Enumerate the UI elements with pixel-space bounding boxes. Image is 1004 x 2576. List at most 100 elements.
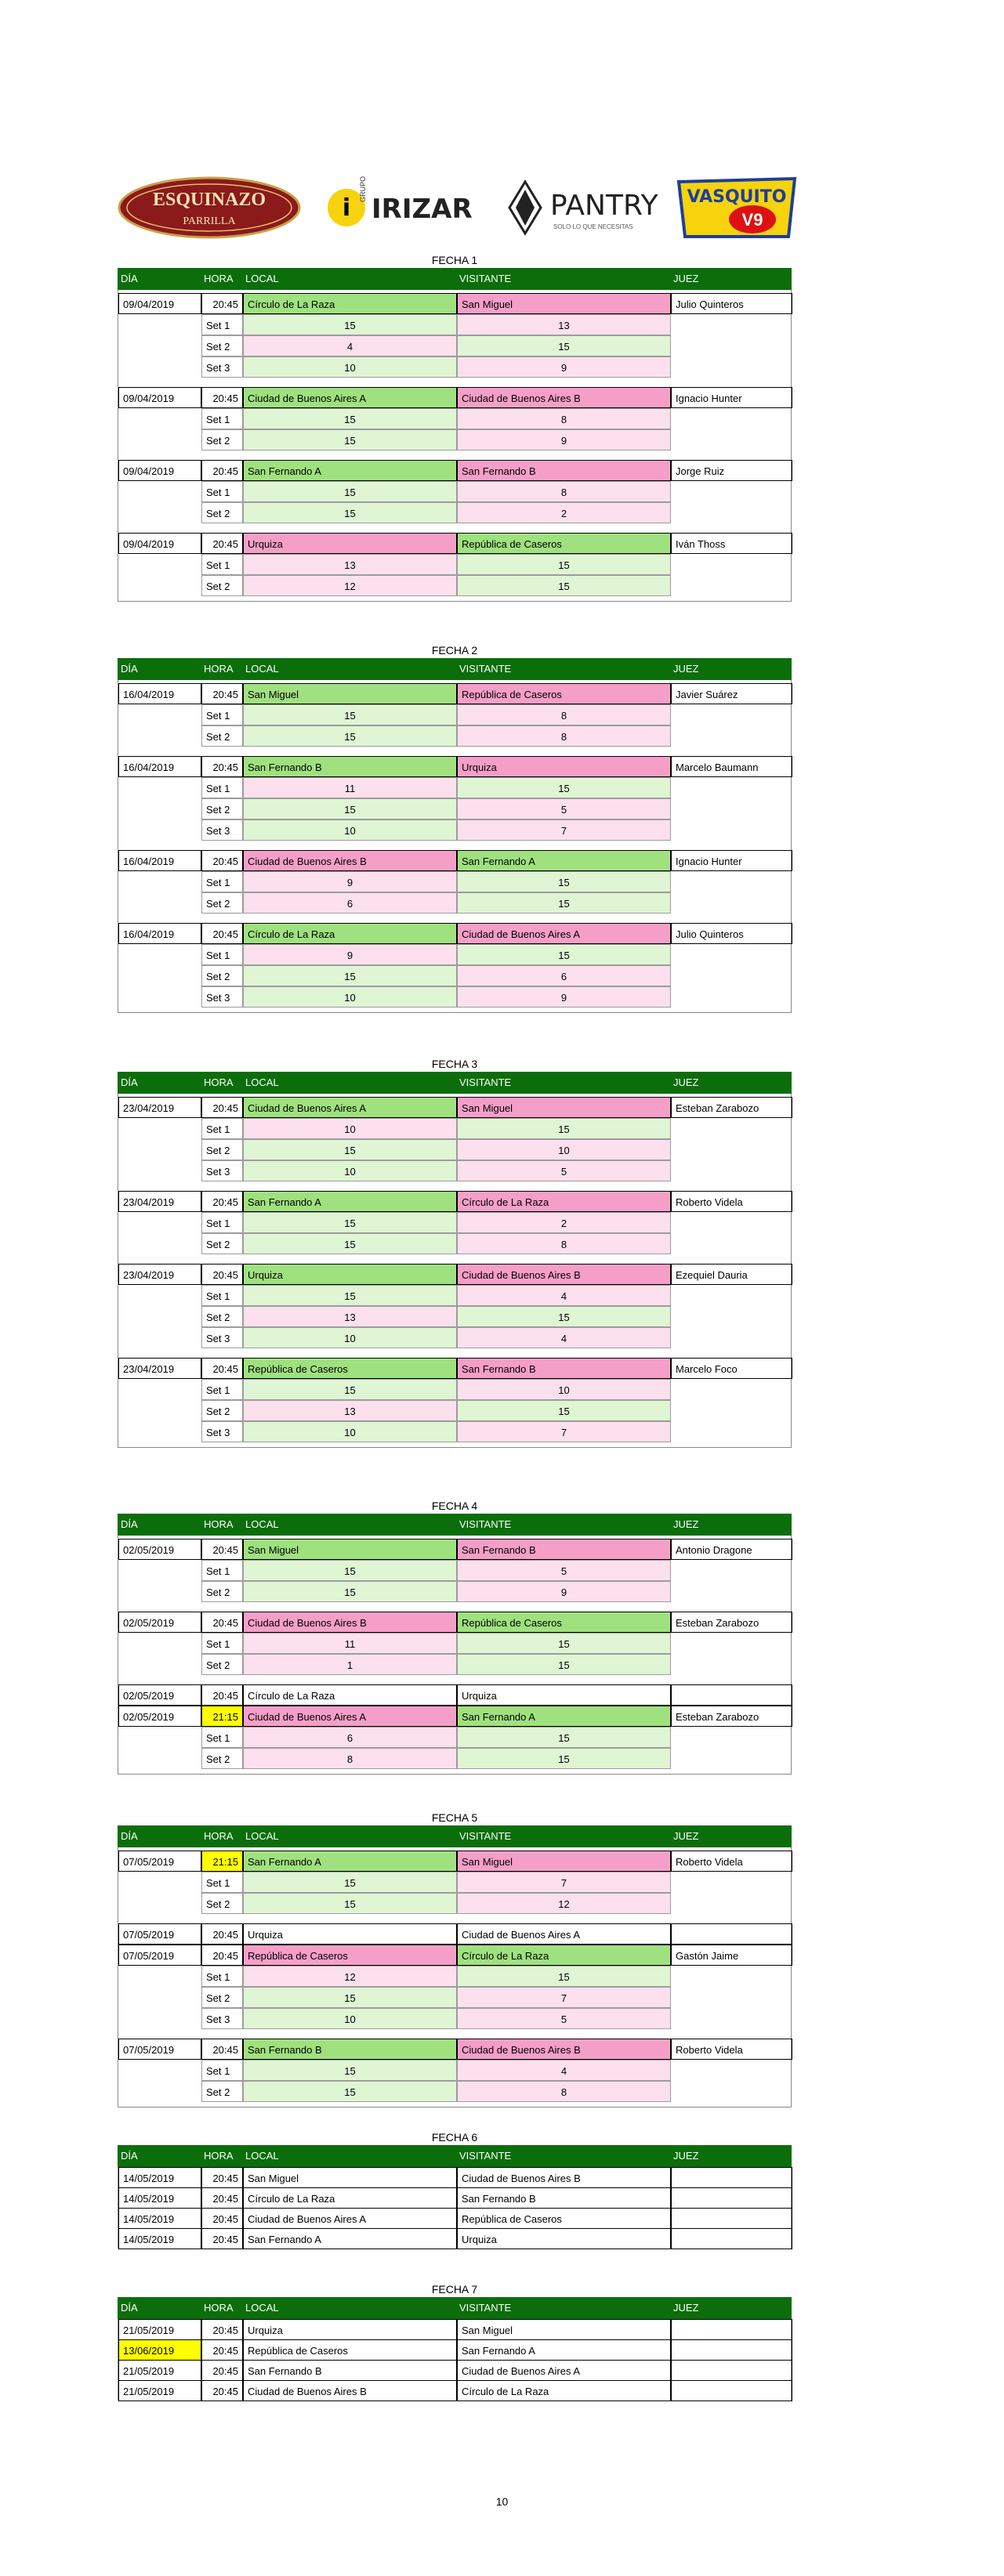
match-date: 21/05/2019 <box>118 2380 201 2401</box>
set-label: Set 1 <box>201 2060 243 2081</box>
fecha-title: FECHA 2 <box>431 644 478 657</box>
match-gap <box>118 1181 791 1191</box>
set-label: Set 1 <box>201 408 243 429</box>
team-local: Ciudad de Buenos Aires A <box>243 387 457 408</box>
set-score-visitante: 4 <box>457 1285 671 1306</box>
match-gap <box>118 523 791 533</box>
team-visitante: San Fernando B <box>457 460 671 481</box>
set-score-local: 15 <box>243 1872 457 1893</box>
set-row: Set 2 8 15 <box>118 1748 791 1769</box>
match-date: 02/05/2019 <box>118 1706 201 1727</box>
set-score-local: 10 <box>243 1160 457 1181</box>
match-time: 20:45 <box>201 1539 243 1560</box>
fecha-section: FECHA 3 DÍA HORA LOCAL VISITANTE JUEZ 23/04/20… <box>118 1056 792 1448</box>
set-label: Set 1 <box>201 871 243 892</box>
match-date: 13/06/2019 <box>118 2339 201 2361</box>
match-date: 09/04/2019 <box>118 460 201 481</box>
match-time: 20:45 <box>201 2039 243 2060</box>
set-score-visitante: 7 <box>457 1421 671 1442</box>
set-row: Set 1 15 10 <box>118 1379 791 1400</box>
svg-text:PANTRY: PANTRY <box>550 190 659 222</box>
header-visitante: VISITANTE <box>459 273 512 284</box>
match-row: 02/05/2019 20:45 Círculo de La Raza Urquiza <box>118 1684 792 1706</box>
fecha-title: FECHA 5 <box>431 1811 478 1824</box>
match-gap <box>118 1914 791 1923</box>
set-score-local: 15 <box>243 1233 457 1254</box>
referee: Marcelo Baumann <box>671 756 792 777</box>
team-local: Urquiza <box>243 2319 457 2340</box>
header-hora: HORA <box>204 1830 234 1842</box>
set-label: Set 2 <box>201 1893 243 1914</box>
set-row: Set 2 1 15 <box>118 1654 791 1675</box>
set-label: Set 2 <box>201 335 243 356</box>
set-score-visitante: 8 <box>457 1233 671 1254</box>
svg-text:VASQUITO: VASQUITO <box>687 187 787 207</box>
set-row: Set 3 10 5 <box>118 1160 791 1181</box>
team-visitante: Círculo de La Raza <box>457 1191 671 1212</box>
match-gap <box>118 747 791 756</box>
match-row: 09/04/2019 20:45 Urquiza República de Caser… <box>118 533 792 554</box>
team-visitante: Ciudad de Buenos Aires B <box>457 2167 671 2188</box>
set-score-local: 15 <box>243 2060 457 2081</box>
set-label: Set 2 <box>201 1400 243 1421</box>
match-date: 21/05/2019 <box>118 2319 201 2340</box>
set-row: Set 1 15 8 <box>118 408 791 429</box>
team-local: San Fernando B <box>243 2360 457 2381</box>
set-score-local: 15 <box>243 1139 457 1160</box>
team-visitante: San Miguel <box>457 1851 671 1872</box>
set-score-visitante: 15 <box>457 1306 671 1327</box>
referee: Ignacio Hunter <box>671 387 792 408</box>
referee: Roberto Videla <box>671 1191 792 1212</box>
fecha-section: FECHA 2 DÍA HORA LOCAL VISITANTE JUEZ 16/04/20… <box>118 642 792 1013</box>
irizar-logo: i GRUPO IRIZAR <box>328 176 473 226</box>
header-dia: DÍA <box>121 1518 138 1530</box>
fecha-title: FECHA 7 <box>431 2283 478 2296</box>
referee <box>671 2360 792 2381</box>
table-header: DÍA HORA LOCAL VISITANTE JUEZ <box>118 2297 792 2319</box>
table-bottom <box>118 1769 791 1775</box>
set-score-visitante: 15 <box>457 575 671 596</box>
set-label: Set 1 <box>201 554 243 575</box>
vasquito-logo: VASQUITO V9 <box>676 176 797 238</box>
header-hora: HORA <box>204 273 234 284</box>
set-score-local: 12 <box>243 575 457 596</box>
match-date: 09/04/2019 <box>118 293 201 314</box>
set-score-local: 15 <box>243 1560 457 1581</box>
match-gap <box>118 841 791 850</box>
match-date: 16/04/2019 <box>118 923 201 944</box>
set-row: Set 2 15 5 <box>118 798 791 819</box>
match-date: 02/05/2019 <box>118 1612 201 1633</box>
fecha-table: 09/04/2019 20:45 Círculo de La Raza San Mig… <box>118 290 792 602</box>
set-score-local: 11 <box>243 1633 457 1654</box>
match-row: 14/05/2019 20:45 Círculo de La Raza San Fer… <box>118 2187 792 2209</box>
set-score-visitante: 9 <box>457 356 671 378</box>
match-row: 09/04/2019 20:45 San Fernando A San Fernand… <box>118 460 792 481</box>
team-local: San Miguel <box>243 2167 457 2188</box>
set-score-local: 15 <box>243 429 457 450</box>
svg-text:IRIZAR: IRIZAR <box>372 194 473 225</box>
match-time: 20:45 <box>201 460 243 481</box>
set-score-visitante: 15 <box>457 1654 671 1675</box>
set-score-local: 10 <box>243 986 457 1008</box>
referee: Esteban Zarabozo <box>671 1706 792 1727</box>
fecha-section: FECHA 7 DÍA HORA LOCAL VISITANTE JUEZ 21/05/20… <box>118 2281 792 2401</box>
header-dia: DÍA <box>121 663 138 675</box>
header-hora: HORA <box>204 663 234 675</box>
fecha-table: 16/04/2019 20:45 San Miguel República de Ca… <box>118 680 792 1013</box>
fecha-table: 14/05/2019 20:45 San Miguel Ciudad de Bueno… <box>118 2167 792 2249</box>
set-score-local: 10 <box>243 356 457 378</box>
match-gap <box>118 450 791 460</box>
team-local: Círculo de La Raza <box>243 923 457 944</box>
header-local: LOCAL <box>245 273 279 284</box>
team-visitante: Urquiza <box>457 2228 671 2249</box>
set-label: Set 3 <box>201 986 243 1008</box>
team-visitante: Ciudad de Buenos Aires B <box>457 2039 671 2060</box>
header-local: LOCAL <box>245 2302 279 2314</box>
match-row: 14/05/2019 20:45 San Miguel Ciudad de Bueno… <box>118 2167 792 2188</box>
svg-text:i: i <box>343 194 350 222</box>
referee: Roberto Videla <box>671 1851 792 1872</box>
team-local: Círculo de La Raza <box>243 293 457 314</box>
